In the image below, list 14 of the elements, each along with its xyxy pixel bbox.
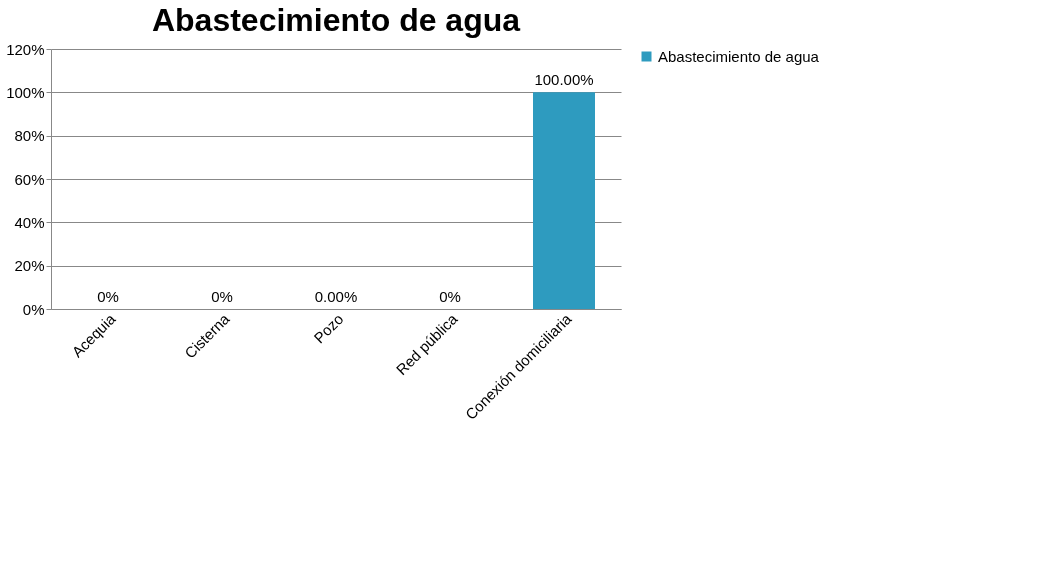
data-label: 0% — [211, 288, 233, 305]
data-label: 0% — [439, 288, 461, 305]
y-tick-label: 80% — [14, 127, 45, 145]
y-tick-label: 0% — [22, 300, 45, 318]
data-label: 100.00% — [534, 71, 594, 89]
legend-label: Abastecimiento de agua — [658, 47, 820, 65]
data-label: 0% — [97, 288, 119, 305]
chart-title: Abastecimiento de agua — [151, 2, 521, 38]
y-tick-label: 120% — [6, 40, 45, 58]
y-tick-label: 60% — [14, 170, 45, 188]
data-label: 0.00% — [314, 288, 358, 305]
y-tick-label: 20% — [14, 257, 45, 275]
y-tick-label: 40% — [14, 213, 45, 231]
y-tick-label: 100% — [6, 83, 45, 101]
